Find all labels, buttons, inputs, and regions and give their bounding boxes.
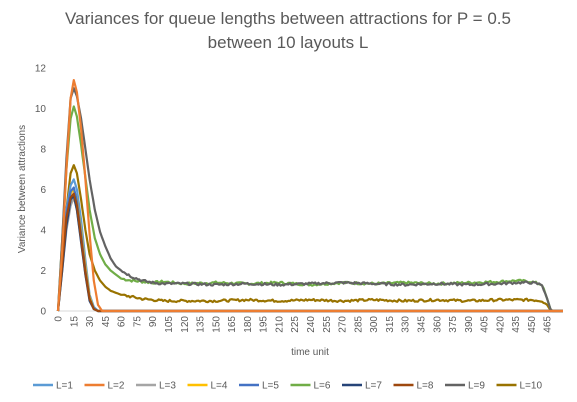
legend-label: L=8 <box>417 381 434 392</box>
x-tick-label: 420 <box>495 316 506 333</box>
legend: L=1 L=2 L=3 L=4 L=5 L=6 L=7 L=8 L=9 L=10 <box>33 381 542 392</box>
y-tick-label: 2 <box>40 266 46 277</box>
x-tick-label: 150 <box>211 316 222 333</box>
x-tick-label: 135 <box>196 316 207 333</box>
series-line-l-9 <box>56 87 563 313</box>
y-tick-label: 8 <box>40 145 46 156</box>
x-tick-label: 0 <box>54 316 65 322</box>
series-lines <box>56 78 563 313</box>
chart-title-line-1: Variances for queue lengths between attr… <box>65 9 511 28</box>
y-axis-ticks: 0 2 4 6 8 10 12 <box>35 64 47 318</box>
y-axis-label: Variance between attractions <box>17 125 28 253</box>
series-line-l-7 <box>56 194 563 313</box>
x-tick-label: 465 <box>543 316 554 333</box>
x-tick-label: 60 <box>117 316 128 328</box>
x-tick-label: 315 <box>385 316 396 333</box>
x-tick-label: 165 <box>227 316 238 333</box>
x-tick-label: 75 <box>132 316 143 328</box>
x-tick-label: 360 <box>432 316 443 333</box>
y-tick-label: 10 <box>35 104 47 115</box>
x-tick-label: 240 <box>306 316 317 333</box>
series-line-l-6 <box>56 105 563 313</box>
x-tick-label: 195 <box>259 316 270 333</box>
x-tick-label: 255 <box>322 316 333 333</box>
x-tick-label: 375 <box>448 316 459 333</box>
legend-label: L=9 <box>468 381 485 392</box>
x-tick-label: 90 <box>148 316 159 328</box>
x-tick-label: 390 <box>464 316 475 333</box>
x-tick-label: 405 <box>480 316 491 333</box>
x-tick-label: 435 <box>511 316 522 333</box>
x-tick-label: 225 <box>290 316 301 333</box>
legend-label: L=5 <box>262 381 279 392</box>
series-line-l-4 <box>56 188 563 313</box>
x-tick-label: 345 <box>416 316 427 333</box>
legend-label: L=6 <box>314 381 331 392</box>
series-line-l-8 <box>56 192 563 313</box>
legend-label: L=1 <box>56 381 73 392</box>
legend-label: L=3 <box>159 381 176 392</box>
x-tick-label: 180 <box>243 316 254 333</box>
x-tick-label: 15 <box>69 316 80 328</box>
series-line-l-1 <box>56 178 563 313</box>
legend-label: L=4 <box>211 381 228 392</box>
x-axis-label: time unit <box>291 347 329 358</box>
x-tick-label: 210 <box>274 316 285 333</box>
series-line-l-5 <box>56 186 563 313</box>
x-tick-label: 450 <box>527 316 538 333</box>
x-tick-label: 285 <box>353 316 364 333</box>
series-line-l-2 <box>56 78 563 313</box>
x-tick-label: 30 <box>85 316 96 328</box>
y-tick-label: 6 <box>40 185 46 196</box>
x-axis-ticks: 0 15 30 45 60 75 90 105 120 135 150 165 180 195 210 225… <box>54 316 554 333</box>
series-line-l-10 <box>56 164 563 313</box>
y-tick-label: 12 <box>35 64 47 75</box>
x-tick-label: 45 <box>101 316 112 328</box>
legend-label: L=10 <box>520 381 543 392</box>
chart-title-line-2: between 10 layouts L <box>208 33 369 52</box>
x-tick-label: 330 <box>401 316 412 333</box>
x-tick-label: 105 <box>164 316 175 333</box>
legend-label: L=2 <box>108 381 125 392</box>
x-tick-label: 120 <box>180 316 191 333</box>
x-tick-label: 300 <box>369 316 380 333</box>
y-tick-label: 0 <box>40 307 46 318</box>
legend-label: L=7 <box>365 381 382 392</box>
series-line-l-3 <box>56 196 563 313</box>
x-tick-label: 270 <box>338 316 349 333</box>
y-tick-label: 4 <box>40 226 46 237</box>
